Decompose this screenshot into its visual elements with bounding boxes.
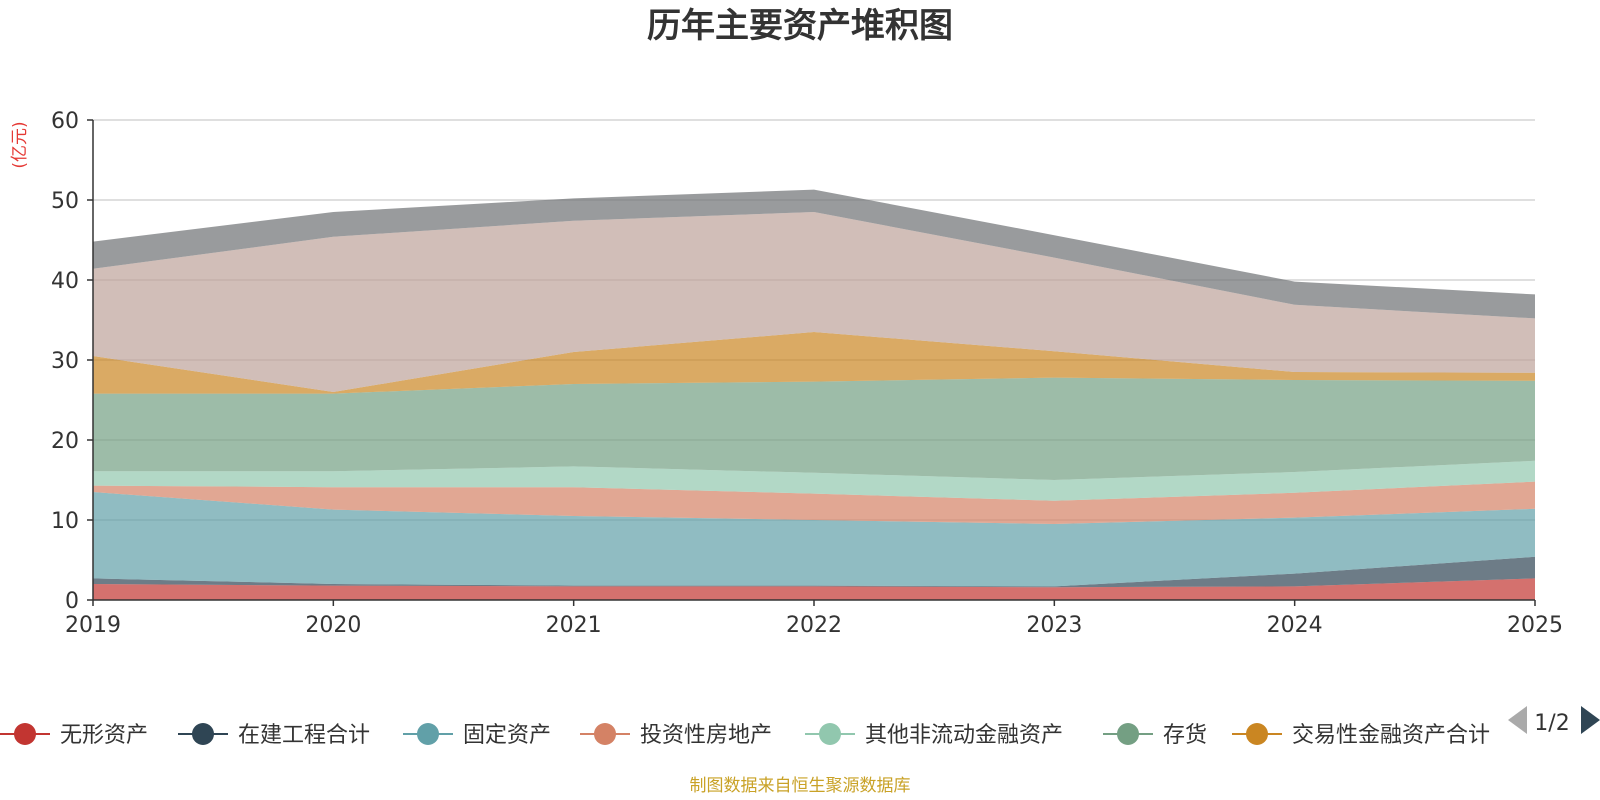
legend: 无形资产 在建工程合计 固定资产 投资性房地产 其他非流动金融资产 存货 交易性金融资产合计 xyxy=(0,723,1490,748)
legend-prev-icon[interactable] xyxy=(1508,706,1527,734)
y-tick-label: 20 xyxy=(51,429,79,454)
axes: 0 10 20 30 40 50 60 2019 2020 2021 2022 2023 2024 202… xyxy=(51,109,1563,638)
x-tick-label: 2025 xyxy=(1507,613,1563,638)
legend-marker-icon xyxy=(819,723,841,745)
legend-label: 交易性金融资产合计 xyxy=(1292,723,1490,748)
legend-label: 其他非流动金融资产 xyxy=(865,723,1063,748)
area-series-3 xyxy=(93,481,1535,524)
x-tick-label: 2020 xyxy=(305,613,361,638)
legend-marker-icon xyxy=(594,723,616,745)
x-tick-label: 2023 xyxy=(1026,613,1082,638)
y-tick-label: 10 xyxy=(51,509,79,534)
legend-item-3[interactable]: 投资性房地产 xyxy=(580,723,772,748)
y-tick-label: 0 xyxy=(65,589,79,614)
chart-title: 历年主要资产堆积图 xyxy=(647,6,953,46)
data-source-note: 制图数据来自恒生聚源数据库 xyxy=(690,776,911,796)
legend-next-icon[interactable] xyxy=(1581,706,1600,734)
legend-marker-icon xyxy=(1117,723,1139,745)
legend-label: 无形资产 xyxy=(60,723,148,748)
area-series-6 xyxy=(93,332,1535,394)
x-tick-label: 2024 xyxy=(1267,613,1323,638)
legend-item-0[interactable]: 无形资产 xyxy=(0,723,148,748)
y-tick-label: 50 xyxy=(51,189,79,214)
y-unit-label: (亿元) xyxy=(10,121,30,168)
area-series-2 xyxy=(93,492,1535,587)
legend-label: 存货 xyxy=(1163,723,1207,748)
legend-pager: 1/2 xyxy=(1508,706,1600,736)
area-series-4 xyxy=(93,460,1535,501)
area-series-group xyxy=(93,189,1535,600)
legend-item-1[interactable]: 在建工程合计 xyxy=(178,723,370,748)
area-series-5 xyxy=(93,377,1535,480)
legend-item-5[interactable]: 存货 xyxy=(1103,723,1207,748)
area-series-7 xyxy=(93,212,1535,392)
legend-marker-icon xyxy=(417,723,439,745)
legend-marker-icon xyxy=(1246,723,1268,745)
legend-label: 投资性房地产 xyxy=(640,723,772,748)
legend-item-6[interactable]: 交易性金融资产合计 xyxy=(1232,723,1490,748)
x-tick-label: 2021 xyxy=(546,613,602,638)
x-tick-label: 2019 xyxy=(65,613,121,638)
area-series-0 xyxy=(93,578,1535,600)
area-series-8 xyxy=(93,189,1535,319)
legend-item-4[interactable]: 其他非流动金融资产 xyxy=(805,723,1063,748)
y-tick-label: 40 xyxy=(51,269,79,294)
legend-label: 在建工程合计 xyxy=(238,723,370,748)
legend-item-2[interactable]: 固定资产 xyxy=(403,723,551,748)
legend-page-indicator: 1/2 xyxy=(1534,711,1569,736)
x-tick-label: 2022 xyxy=(786,613,842,638)
area-series-1 xyxy=(93,556,1535,588)
y-tick-label: 60 xyxy=(51,109,79,134)
y-tick-label: 30 xyxy=(51,349,79,374)
legend-marker-icon xyxy=(14,723,36,745)
legend-marker-icon xyxy=(192,723,214,745)
legend-label: 固定资产 xyxy=(463,723,551,748)
